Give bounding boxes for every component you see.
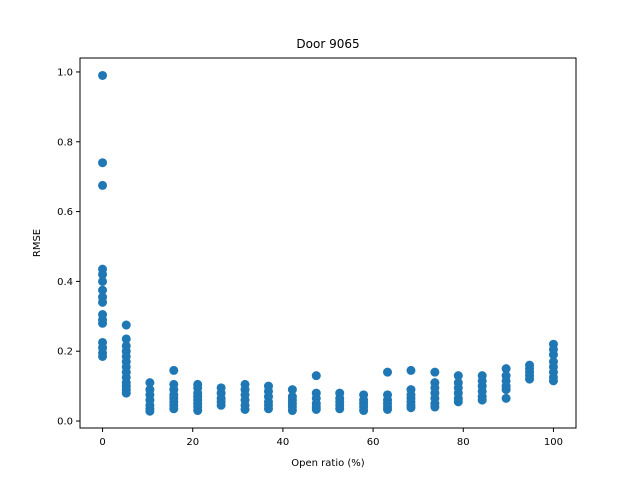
- data-point: [169, 365, 179, 375]
- chart-title: Door 9065: [296, 37, 359, 51]
- x-tick-label: 20: [186, 437, 199, 448]
- data-point: [359, 406, 369, 416]
- y-axis-label: RMSE: [32, 229, 43, 257]
- x-axis-label: Open ratio (%): [291, 458, 365, 469]
- y-axis-ticks: 0.0 0.2 0.4 0.6 0.8 1.0: [57, 67, 80, 428]
- data-point: [548, 350, 558, 360]
- data-point: [311, 371, 321, 381]
- data-point: [193, 406, 203, 416]
- data-point: [121, 388, 131, 398]
- data-point: [501, 364, 511, 374]
- data-point: [98, 158, 108, 168]
- x-tick-label: 40: [277, 437, 290, 448]
- data-points: [98, 70, 558, 416]
- data-point: [548, 376, 558, 386]
- data-point: [121, 334, 131, 344]
- data-point: [98, 180, 108, 190]
- data-point: [335, 404, 345, 414]
- data-point: [430, 402, 440, 412]
- data-point: [453, 371, 463, 381]
- data-point: [169, 404, 179, 414]
- data-point: [383, 367, 393, 377]
- data-point: [121, 320, 131, 330]
- y-tick-label: 0.6: [57, 207, 73, 218]
- data-point: [145, 378, 155, 388]
- y-tick-label: 1.0: [57, 67, 73, 78]
- data-point: [501, 393, 511, 403]
- data-point: [263, 404, 273, 414]
- y-tick-label: 0.2: [57, 347, 73, 358]
- data-point: [98, 269, 108, 279]
- data-point: [311, 405, 321, 414]
- y-tick-label: 0.0: [57, 417, 73, 428]
- data-point: [453, 397, 463, 407]
- data-point: [98, 351, 108, 361]
- data-point: [98, 318, 108, 328]
- x-tick-label: 60: [367, 437, 380, 448]
- x-axis-ticks: 0 20 40 60 80 100: [99, 428, 563, 448]
- x-tick-label: 0: [99, 437, 105, 448]
- data-point: [98, 276, 108, 286]
- data-point: [240, 405, 250, 414]
- data-point: [287, 406, 297, 416]
- plot-frame: [79, 57, 577, 429]
- data-point: [430, 367, 440, 377]
- data-point: [406, 403, 416, 413]
- y-tick-label: 0.4: [57, 277, 73, 288]
- x-tick-label: 100: [544, 437, 563, 448]
- data-point: [406, 365, 416, 375]
- data-point: [501, 385, 511, 395]
- data-point: [98, 70, 108, 80]
- data-point: [216, 400, 226, 410]
- data-point: [98, 297, 108, 307]
- data-point: [145, 406, 155, 416]
- data-point: [98, 285, 108, 295]
- data-point: [287, 385, 297, 395]
- data-point: [525, 374, 535, 384]
- data-point: [477, 395, 487, 405]
- data-point: [383, 405, 393, 414]
- x-tick-label: 80: [457, 437, 470, 448]
- y-tick-label: 0.8: [57, 137, 73, 148]
